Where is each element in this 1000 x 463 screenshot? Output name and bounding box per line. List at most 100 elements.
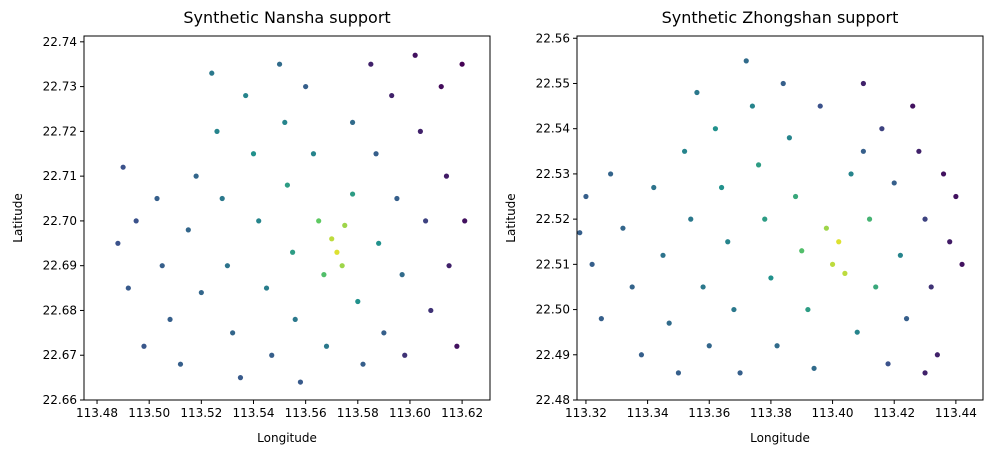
data-point (133, 218, 139, 224)
data-point (873, 284, 879, 290)
data-point (159, 263, 165, 269)
data-point (928, 284, 934, 290)
data-point (250, 151, 257, 157)
data-point (817, 103, 823, 109)
data-point (848, 171, 854, 177)
axes-frame (83, 35, 491, 401)
x-tick-label: 113.58 (337, 406, 379, 420)
data-point (297, 379, 304, 385)
data-point (438, 83, 444, 90)
y-tick-label: 22.67 (43, 348, 77, 362)
data-point (454, 343, 460, 349)
data-point (462, 218, 468, 224)
data-point (443, 173, 450, 179)
data-point (256, 218, 262, 224)
data-point (381, 330, 387, 336)
data-point (290, 249, 296, 255)
data-point (792, 193, 799, 200)
data-point (910, 103, 916, 109)
x-tick-label: 113.56 (285, 406, 327, 420)
data-point (700, 284, 706, 290)
data-point (282, 119, 288, 126)
data-point (316, 218, 322, 224)
data-point (394, 195, 400, 202)
axes-frame (576, 35, 984, 401)
data-point (417, 128, 423, 134)
data-point (376, 240, 382, 246)
data-point (334, 249, 340, 255)
data-point (323, 343, 330, 349)
y-axis-label: Latitude (11, 193, 25, 242)
data-point (185, 227, 191, 233)
data-point (860, 80, 866, 87)
data-point (342, 222, 348, 228)
data-point (959, 261, 965, 267)
data-point (811, 365, 817, 371)
data-point (355, 298, 361, 305)
data-point (638, 352, 645, 358)
data-point (891, 180, 897, 186)
data-point (349, 119, 356, 126)
data-point (230, 330, 236, 336)
x-tick-label: 113.42 (873, 406, 915, 420)
data-point (141, 343, 147, 349)
data-point (368, 61, 374, 67)
data-point (903, 316, 910, 322)
data-point (731, 306, 737, 313)
data-point (836, 239, 842, 245)
data-point (842, 270, 848, 276)
data-point (224, 263, 231, 269)
data-point (718, 184, 725, 191)
y-tick-label: 22.53 (536, 167, 570, 181)
data-point (598, 316, 604, 322)
data-point (805, 306, 811, 313)
data-point (589, 261, 595, 267)
y-tick-label: 22.54 (536, 122, 570, 136)
y-tick-label: 22.71 (43, 169, 77, 183)
y-tick-label: 22.52 (536, 212, 570, 226)
data-point (712, 126, 719, 132)
x-tick-label: 113.40 (812, 406, 854, 420)
y-tick-label: 22.70 (43, 214, 77, 228)
data-point (321, 272, 327, 278)
data-point (583, 193, 589, 200)
chart-title: Synthetic Zhongshan support (662, 8, 899, 27)
y-tick-label: 22.48 (536, 393, 570, 407)
x-tick-label: 113.52 (180, 406, 222, 420)
data-point (854, 329, 860, 335)
data-point (953, 193, 959, 200)
data-point (349, 191, 356, 197)
x-tick-label: 113.48 (76, 406, 118, 420)
data-point (303, 83, 309, 90)
data-point (762, 216, 768, 222)
data-point (360, 361, 366, 367)
data-point (885, 361, 891, 367)
data-point (940, 171, 947, 177)
data-point (651, 184, 657, 191)
data-point (412, 52, 418, 58)
y-axis-label: Latitude (504, 193, 518, 242)
data-point (947, 239, 953, 245)
data-point (860, 148, 866, 154)
y-tick-label: 22.56 (536, 31, 570, 45)
x-axis-label: Longitude (257, 431, 317, 445)
data-point (737, 370, 743, 376)
data-point (177, 361, 184, 367)
data-point (209, 70, 215, 76)
data-point (310, 151, 317, 157)
data-point (243, 92, 249, 99)
data-point (666, 320, 672, 326)
y-tick-label: 22.72 (43, 124, 77, 138)
y-tick-label: 22.68 (43, 303, 77, 317)
data-point (402, 352, 408, 358)
data-point (681, 148, 688, 154)
y-tick-label: 22.74 (43, 35, 77, 49)
data-point (688, 216, 694, 222)
data-point (446, 263, 452, 269)
data-point (339, 263, 345, 269)
x-tick-label: 113.34 (627, 406, 669, 420)
data-point (786, 135, 793, 141)
data-point (916, 148, 922, 154)
data-point (755, 162, 762, 168)
